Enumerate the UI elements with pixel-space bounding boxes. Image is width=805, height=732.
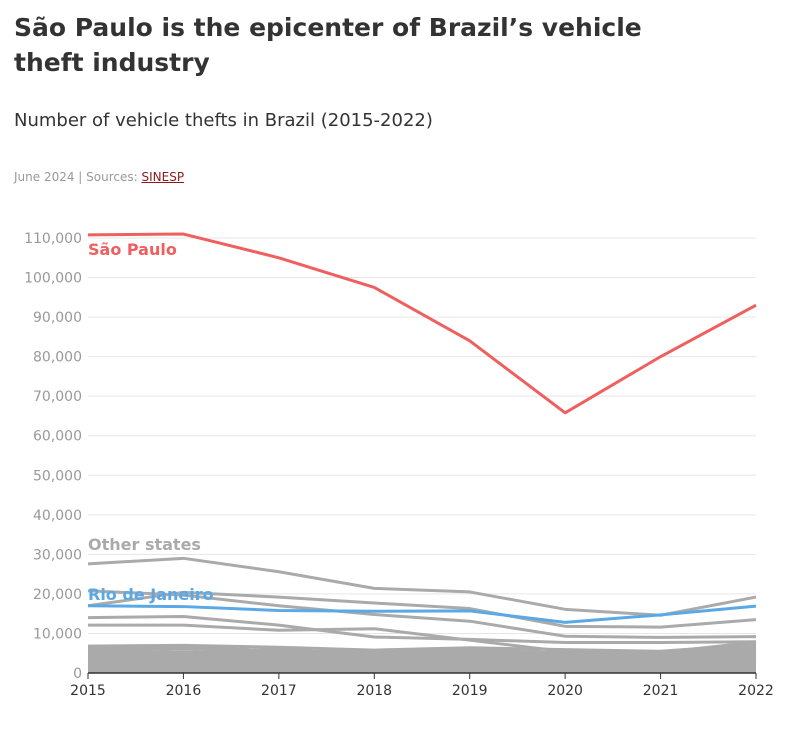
source-prefix: June 2024 | Sources: — [14, 170, 142, 184]
sao-paulo-label: São Paulo — [88, 240, 177, 259]
other-state-line — [87, 644, 757, 655]
other-state-line — [87, 646, 757, 660]
gridlines — [88, 237, 756, 634]
y-tick-label: 50,000 — [33, 468, 82, 484]
y-tick-label: 60,000 — [33, 429, 82, 445]
other-state-line — [87, 661, 757, 668]
other-states-label: Other states — [88, 535, 201, 554]
x-axis-ticks: 2015 2016 2017 2018 2019 2020 2021 2022 — [70, 673, 774, 699]
rio-de-janeiro-line — [87, 604, 757, 624]
source-note: June 2024 | Sources: SINESP — [14, 170, 184, 184]
other-state-line — [87, 666, 757, 671]
other-state-line — [87, 643, 757, 653]
x-tick-label: 2016 — [166, 683, 202, 699]
chart-subtitle: Number of vehicle thefts in Brazil (2015… — [14, 110, 433, 131]
y-tick-label: 80,000 — [33, 350, 82, 366]
other-states-lines — [87, 556, 757, 674]
rio-de-janeiro-label: Rio de Janeiro — [88, 585, 214, 604]
x-tick-label: 2021 — [643, 683, 679, 699]
y-tick-label: 10,000 — [33, 626, 82, 642]
other-state-line — [87, 589, 757, 639]
other-state-line — [87, 590, 757, 629]
y-axis-ticks: 0 10,000 20,000 30,000 40,000 50,000 60,000 70,… — [24, 231, 82, 682]
y-tick-label: 70,000 — [33, 389, 82, 405]
other-state-line — [87, 614, 757, 645]
x-tick-label: 2019 — [452, 683, 488, 699]
y-tick-label: 110,000 — [24, 231, 82, 247]
x-tick-label: 2018 — [356, 683, 392, 699]
source-link[interactable]: SINESP — [141, 170, 185, 184]
chart-title: São Paulo is the epicenter of Brazil’s v… — [14, 13, 642, 77]
y-tick-label: 90,000 — [33, 310, 82, 326]
other-state-line — [87, 556, 757, 617]
x-tick-label: 2022 — [738, 683, 774, 699]
other-state-line — [87, 655, 757, 665]
x-tick-label: 2015 — [70, 683, 106, 699]
y-tick-label: 20,000 — [33, 587, 82, 603]
y-tick-label: 0 — [73, 666, 82, 682]
y-tick-label: 100,000 — [24, 271, 82, 287]
sao-paulo-line — [87, 232, 757, 415]
y-tick-label: 30,000 — [33, 547, 82, 563]
x-tick-label: 2020 — [547, 683, 583, 699]
x-tick-label: 2017 — [261, 683, 297, 699]
y-tick-label: 40,000 — [33, 508, 82, 524]
other-state-line — [87, 663, 757, 670]
series-labels: São Paulo Rio de Janeiro Other states — [88, 240, 214, 604]
highlight-lines — [87, 232, 757, 624]
